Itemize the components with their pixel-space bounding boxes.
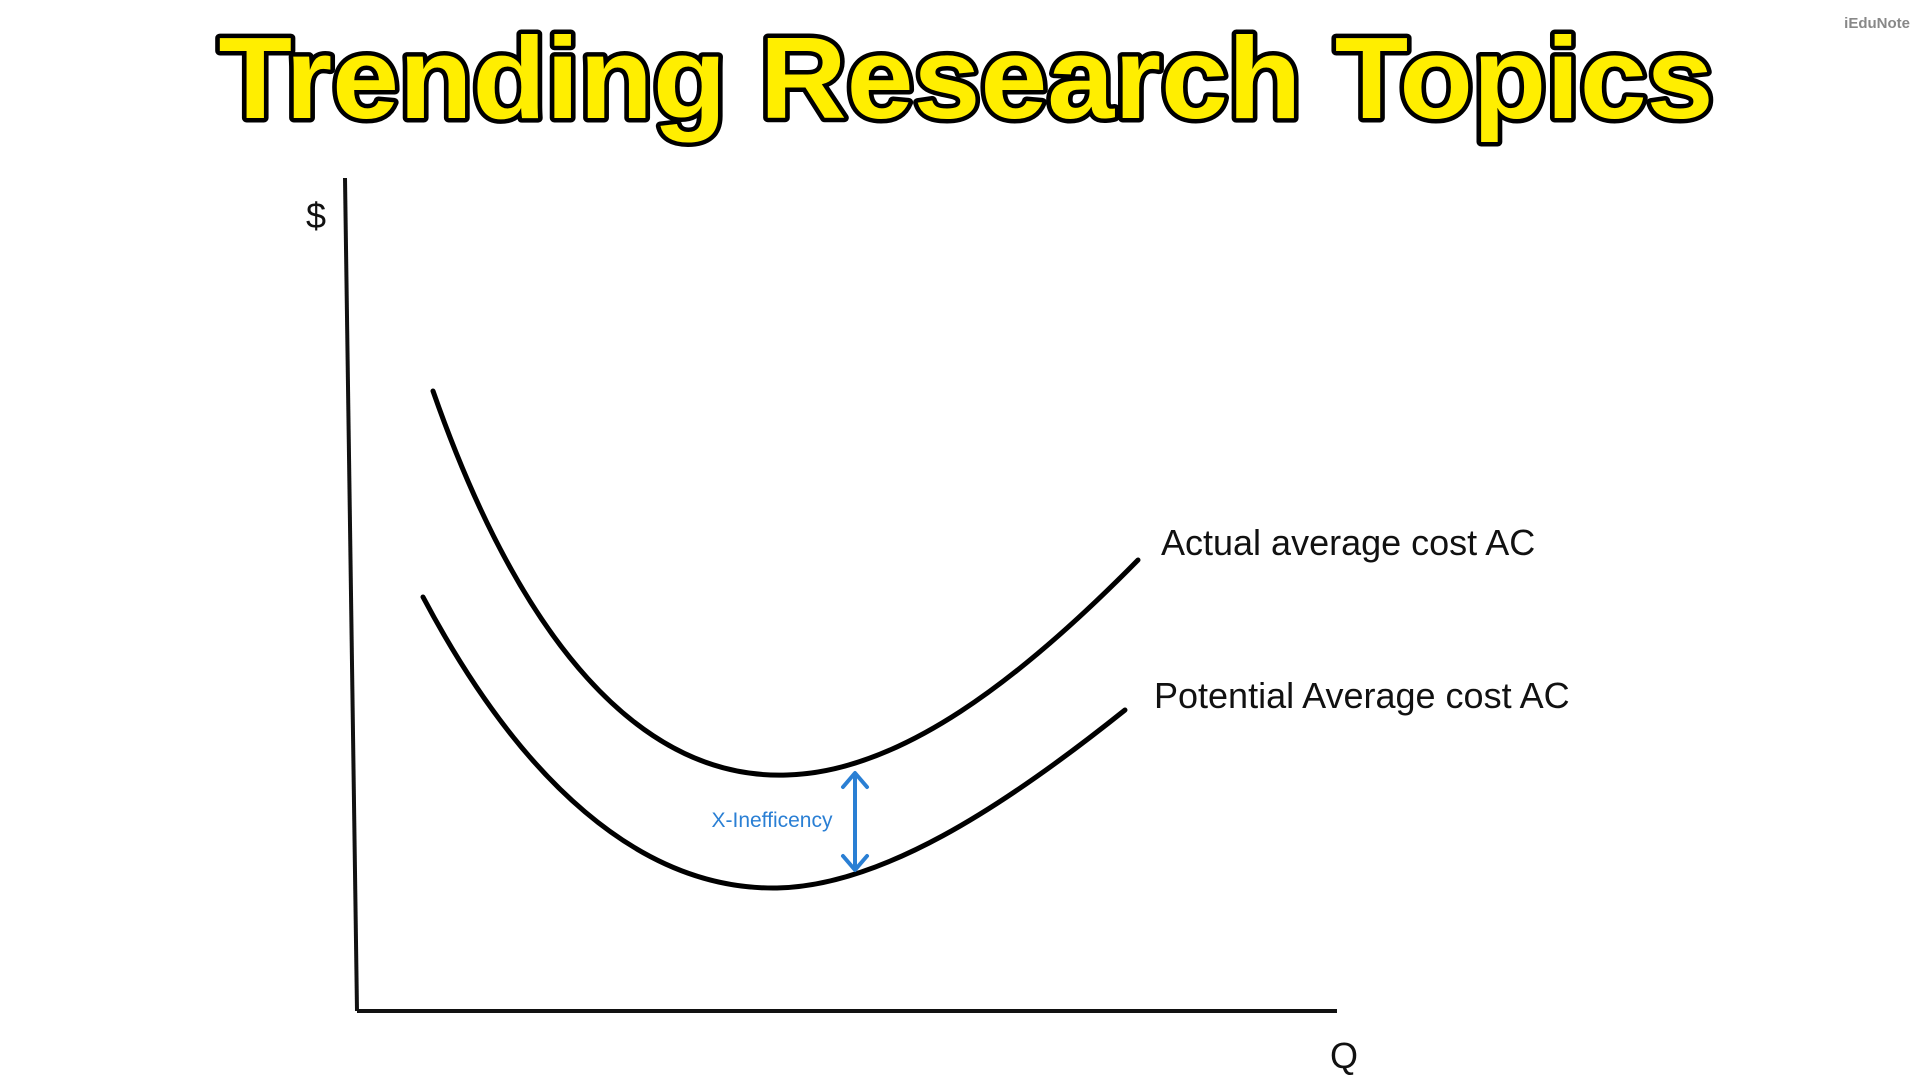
gap-arrow [841,771,869,872]
actual-cost-curve [430,388,1141,778]
watermark: iEduNote [1844,15,1910,32]
curve-label: Actual average cost AC [1161,522,1535,563]
x-axis-label: Q [1330,1035,1358,1076]
title: Trending Research Topics [219,13,1714,143]
curve-label: Potential Average cost AC [1154,675,1570,716]
y-axis [343,177,359,1012]
y-axis-label: $ [306,195,326,236]
potential-cost-curve [420,594,1128,891]
annotation: X-Inefficency [711,809,833,832]
